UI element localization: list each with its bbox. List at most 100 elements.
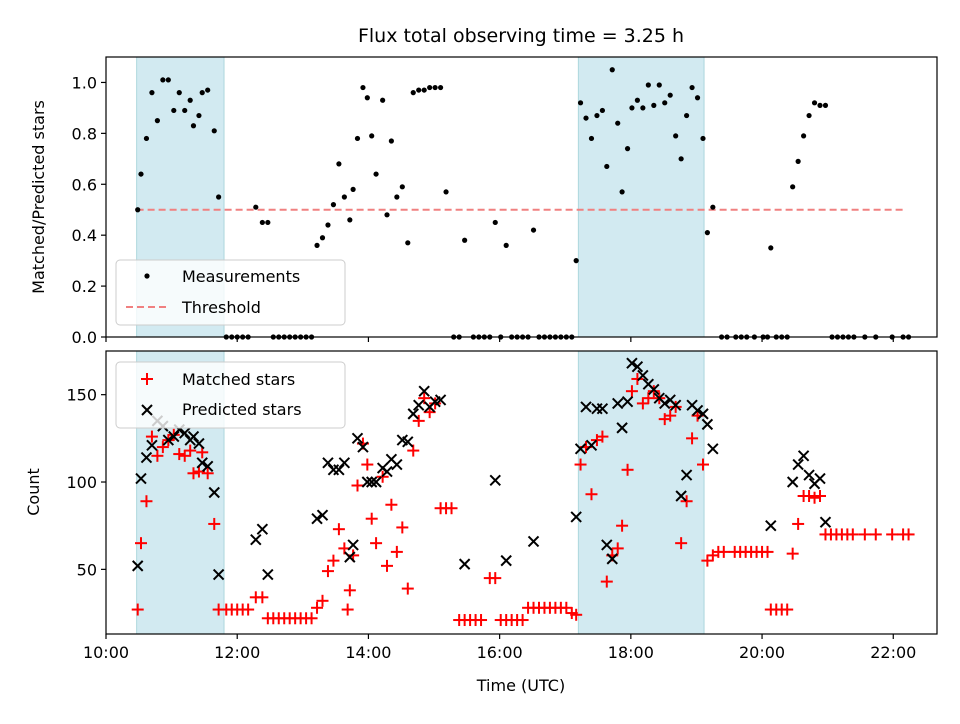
predicted-star-point: [626, 357, 638, 369]
measurement-point: [182, 107, 188, 114]
matched-star-point: [803, 489, 816, 502]
measurement-point: [604, 163, 610, 170]
matched-star-point: [669, 400, 682, 413]
predicted-star-point: [814, 472, 826, 485]
measurement-point: [176, 90, 182, 96]
count-panel-legend: Matched stars Predicted stars: [115, 361, 346, 429]
measurement-point: [651, 102, 657, 108]
count-panel-frame: [105, 350, 938, 635]
matched-star-point: [187, 467, 200, 480]
matched-star-point: [680, 495, 693, 508]
measurement-point: [171, 107, 177, 114]
measurement-point: [503, 242, 509, 248]
predicted-star-point: [347, 539, 359, 551]
predicted-star-point: [201, 460, 214, 473]
matched-star-point: [611, 542, 624, 555]
measurement-point: [149, 90, 155, 96]
y-tick-label: 0.4: [72, 226, 97, 245]
predicted-star-point: [162, 434, 175, 446]
matched-star-point: [242, 603, 255, 616]
matched-star-point: [134, 537, 147, 550]
legend-predicted-marker: [141, 404, 153, 416]
predicted-star-point: [256, 523, 269, 535]
measurement-point: [624, 146, 631, 152]
matched-star-point: [365, 512, 378, 525]
matched-star-point: [332, 523, 345, 536]
count-panel-y-ticks: 50 100 150: [66, 386, 106, 579]
measurement-point: [399, 184, 405, 190]
predicted-star-point: [351, 432, 364, 445]
y-tick-label: 50: [77, 560, 97, 579]
measurement-point: [319, 235, 326, 241]
measurement-point: [341, 194, 347, 200]
measurement-point: [160, 77, 166, 83]
y-tick-label: 0.0: [72, 328, 97, 347]
measurement-point: [427, 84, 433, 91]
legend-predicted-label: Predicted stars: [182, 400, 302, 419]
matched-star-point: [385, 498, 398, 511]
predicted-star-point: [819, 516, 832, 528]
measurement-point: [437, 84, 444, 91]
predicted-star-point: [333, 464, 345, 476]
measurement-point: [350, 186, 356, 192]
measurement-point: [588, 135, 595, 142]
matched-star-point: [429, 397, 442, 410]
predicted-star-point: [701, 418, 714, 431]
matched-star-point: [697, 458, 710, 471]
matched-star-point: [902, 528, 915, 541]
predicted-star-point: [250, 533, 262, 546]
measurement-point: [634, 97, 641, 103]
matched-star-point: [717, 545, 730, 558]
x-tick-label: 10:00: [83, 643, 129, 662]
measurement-point: [253, 204, 259, 210]
y-tick-label: 0.8: [72, 124, 97, 143]
predicted-star-point: [458, 558, 471, 570]
predicted-star-point: [580, 401, 592, 413]
matched-star-point: [647, 385, 660, 398]
y-tick-label: 100: [66, 473, 97, 492]
measurement-point: [822, 102, 829, 108]
matched-star-point: [156, 441, 169, 454]
measurement-point: [806, 112, 812, 119]
predicted-star-point: [381, 465, 393, 478]
predicted-star-point: [370, 476, 382, 488]
predicted-star-point: [669, 399, 682, 411]
matched-star-point: [625, 385, 638, 398]
predicted-star-point: [601, 539, 613, 551]
measurement-point: [380, 97, 386, 103]
measurement-point: [629, 105, 635, 111]
measurement-point: [216, 194, 222, 200]
measurement-point: [801, 133, 807, 139]
shaded-observing-window: [577, 56, 705, 338]
matched-star-point: [327, 554, 340, 567]
predicted-star-point: [765, 519, 777, 532]
matched-star-point: [570, 608, 583, 621]
predicted-star-point: [413, 399, 425, 411]
measurement-point: [640, 105, 646, 111]
measurement-point: [360, 84, 366, 91]
matched-star-point: [412, 414, 425, 427]
matched-star-point: [664, 409, 677, 422]
predicted-star-point: [648, 383, 660, 396]
measurement-point: [384, 212, 390, 218]
measurement-point: [710, 204, 716, 210]
measurement-point: [615, 120, 621, 126]
predicted-star-point: [616, 422, 628, 434]
matched-star-point: [616, 519, 629, 532]
shaded-observing-window: [577, 350, 705, 635]
count-panel-y-label: Count: [24, 468, 43, 516]
x-tick-label: 16:00: [477, 643, 523, 662]
measurement-point: [594, 112, 600, 119]
predicted-star-point: [418, 385, 430, 397]
measurement-point: [599, 107, 606, 114]
measurement-point: [421, 87, 427, 93]
predicted-star-point: [596, 402, 609, 415]
measurement-point: [410, 90, 416, 96]
ratio-panel-x-ticks: [105, 337, 894, 342]
legend-box: [115, 361, 346, 429]
measurement-point: [138, 171, 144, 177]
predicted-star-point: [361, 476, 374, 488]
count-panel: 50 100 150 10:00 12:00 14:00 16:00 18:00 20:00 2…: [24, 350, 938, 695]
matched-star-point: [343, 584, 356, 597]
matched-star-point: [636, 397, 649, 410]
